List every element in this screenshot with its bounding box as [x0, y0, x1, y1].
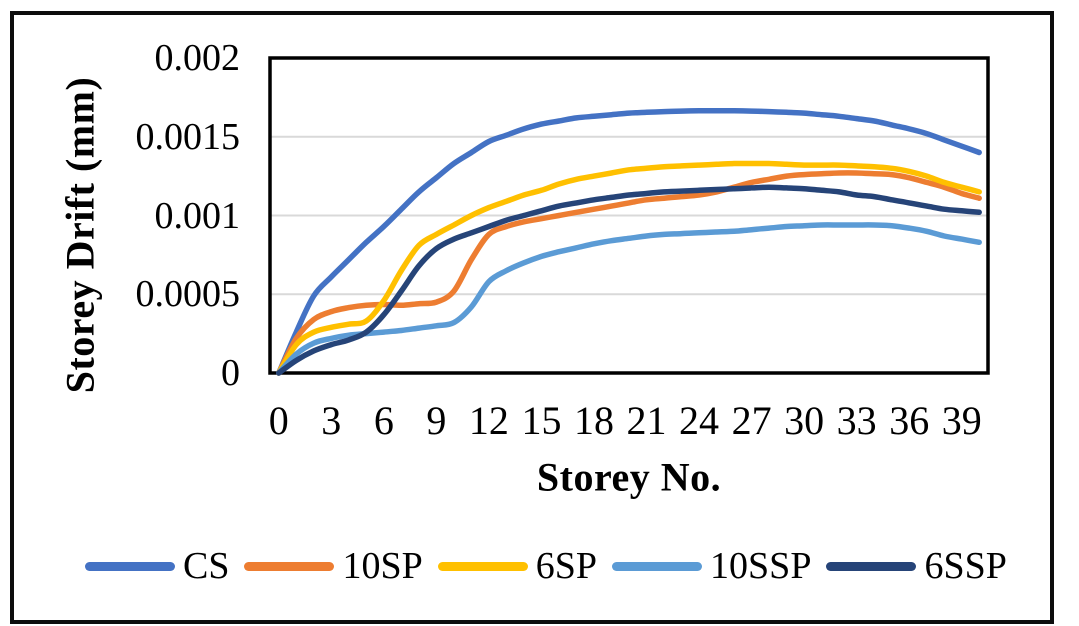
x-tick-label: 27	[731, 398, 772, 443]
y-tick-label: 0.002	[154, 37, 241, 79]
x-tick-label: 36	[889, 398, 930, 443]
chart-legend: CS 10SP 6SP 10SSP 6SSP	[85, 542, 1007, 590]
x-tick-label: 39	[941, 398, 982, 443]
x-tick-label: 6	[373, 398, 394, 443]
x-tick-label: 33	[836, 398, 877, 443]
x-tick-label: 15	[521, 398, 562, 443]
legend-item-6ssp: 6SSP	[826, 545, 1007, 587]
legend-item-10sp: 10SP	[244, 545, 423, 587]
series-line-6ssp	[276, 184, 982, 376]
series-line-10ssp	[276, 222, 982, 376]
legend-swatch-10ssp	[612, 561, 703, 571]
legend-swatch-6sp	[437, 561, 528, 571]
y-tick-label: 0.0015	[135, 115, 241, 158]
x-tick-label: 30	[784, 398, 825, 443]
plot-border	[268, 56, 990, 375]
legend-swatch-cs	[85, 561, 175, 571]
legend-label-10ssp: 10SSP	[710, 545, 812, 587]
legend-item-cs: CS	[85, 547, 229, 585]
y-tick-label: 0.001	[154, 194, 241, 237]
y-tick-label: 0.0005	[135, 273, 241, 316]
x-tick-label: 0	[268, 398, 289, 443]
legend-label-6sp: 6SP	[535, 545, 598, 587]
legend-swatch-10sp	[244, 561, 335, 571]
legend-item-10ssp: 10SSP	[612, 547, 811, 585]
x-tick-label: 18	[573, 398, 614, 443]
y-tick-label: 0	[221, 352, 240, 394]
legend-item-6sp: 6SP	[437, 545, 598, 587]
legend-label-cs: CS	[183, 545, 230, 587]
x-axis-title: Storey No.	[536, 454, 722, 500]
x-tick-label: 3	[321, 398, 342, 443]
x-tick-label: 12	[468, 398, 509, 443]
series-line-10sp	[276, 170, 982, 376]
x-tick-label: 9	[426, 398, 447, 443]
figure-border	[10, 11, 1054, 624]
x-tick-label: 21	[626, 398, 667, 443]
legend-label-10sp: 10SP	[342, 545, 423, 587]
series-line-cs	[276, 108, 982, 376]
legend-swatch-6ssp	[826, 561, 917, 571]
series-line-6sp	[276, 160, 982, 376]
x-tick-label: 24	[679, 398, 720, 443]
legend-label-6ssp: 6SSP	[924, 545, 1007, 587]
